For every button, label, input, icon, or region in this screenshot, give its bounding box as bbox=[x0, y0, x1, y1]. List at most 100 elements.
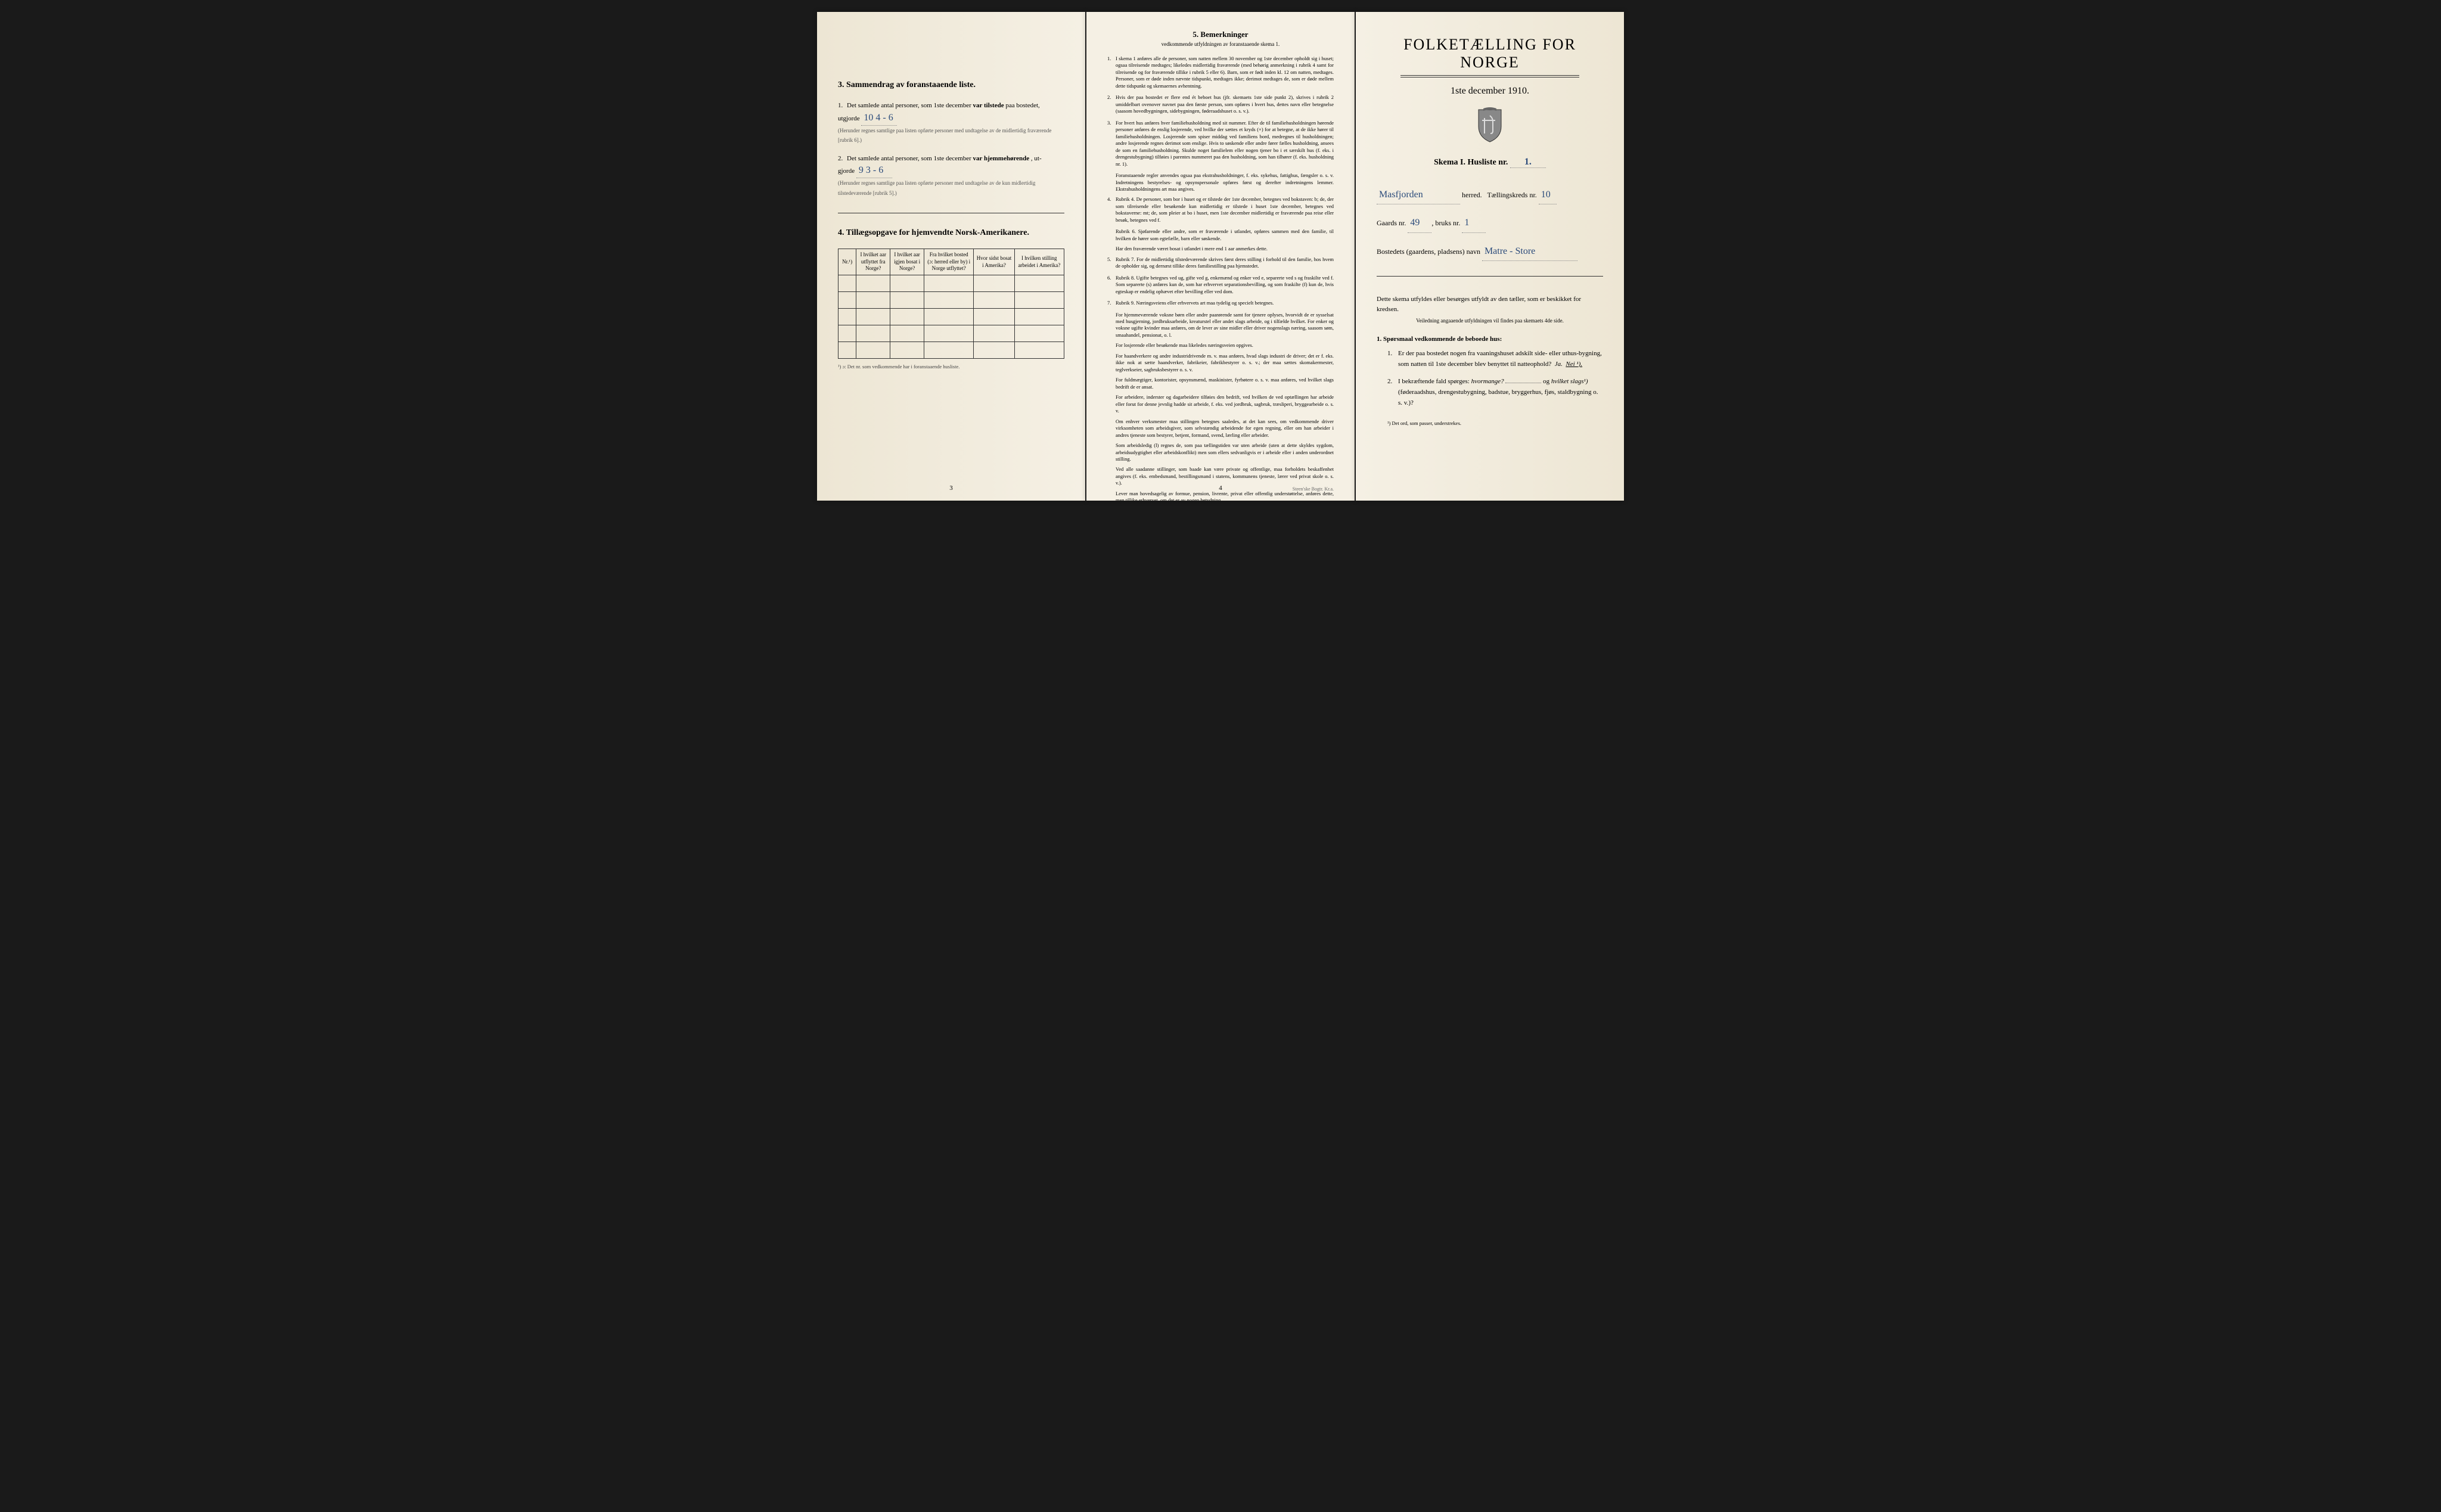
remark-item: 1.I skema 1 anføres alle de personer, so… bbox=[1107, 55, 1334, 89]
table-cell bbox=[890, 275, 924, 292]
table-row bbox=[838, 309, 1064, 325]
section1-heading: 1. Spørsmaal vedkommende de beboede hus: bbox=[1377, 336, 1603, 343]
instruction-text: Dette skema utfyldes eller besørges utfy… bbox=[1377, 294, 1603, 314]
section4-heading: 4. Tillægsopgave for hjemvendte Norsk-Am… bbox=[838, 228, 1064, 238]
gaards-value: 49 bbox=[1408, 214, 1431, 232]
table-cell bbox=[974, 325, 1014, 342]
table-header: Fra hvilket bosted (ɔ: herred eller by) … bbox=[924, 249, 974, 275]
table-header: I hvilken stilling arbeidet i Amerika? bbox=[1014, 249, 1064, 275]
remark-item: 4.Rubrik 4. De personer, som bor i huset… bbox=[1107, 196, 1334, 223]
remark-text: Hvis der paa bostedet er flere end ét be… bbox=[1116, 94, 1334, 114]
remark-item: Ved alle saadanne stillinger, som baade … bbox=[1116, 466, 1334, 486]
kreds-value: 10 bbox=[1539, 186, 1557, 204]
norsk-amerikanere-table: Nr.¹)I hvilket aar utflyttet fra Norge?I… bbox=[838, 249, 1064, 359]
table-cell bbox=[1014, 325, 1064, 342]
question-1: 1. Er der paa bostedet nogen fra vaaning… bbox=[1387, 349, 1603, 370]
census-date: 1ste december 1910. bbox=[1377, 86, 1603, 97]
table-row bbox=[838, 342, 1064, 359]
bosted-value: Matre - Store bbox=[1482, 243, 1577, 261]
table-cell bbox=[974, 309, 1014, 325]
footnote: ¹) Det ord, som passer, understrekes. bbox=[1387, 420, 1603, 426]
remark-item: Rubrik 6. Sjøfarende eller andre, som er… bbox=[1116, 228, 1334, 242]
table-cell bbox=[924, 275, 974, 292]
tilstede-value: 10 4 - 6 bbox=[861, 111, 897, 126]
remark-item: 2.Hvis der paa bostedet er flere end ét … bbox=[1107, 94, 1334, 114]
table-cell bbox=[924, 342, 974, 359]
remark-item: 3.For hvert hus anføres hver familiehush… bbox=[1107, 120, 1334, 167]
remark-number: 4. bbox=[1107, 196, 1116, 223]
table-cell bbox=[890, 292, 924, 309]
question-2: 2. I bekræftende fald spørges: hvormange… bbox=[1387, 377, 1603, 408]
remark-item: For haandverkere og andre industridriven… bbox=[1116, 353, 1334, 373]
husliste-nr: 1. bbox=[1510, 157, 1546, 168]
table-row bbox=[838, 325, 1064, 342]
table-header: I hvilket aar igjen bosat i Norge? bbox=[890, 249, 924, 275]
herred-line: Masfjorden herred. Tællingskreds nr. 10 bbox=[1377, 186, 1603, 204]
table-cell bbox=[890, 309, 924, 325]
table-header: Nr.¹) bbox=[838, 249, 856, 275]
title-rule bbox=[1400, 75, 1579, 76]
table-cell bbox=[1014, 292, 1064, 309]
page-number: 4 bbox=[1219, 485, 1222, 492]
remark-text: Rubrik 9. Næringsveiens eller erhvervets… bbox=[1116, 300, 1334, 306]
table-cell bbox=[838, 292, 856, 309]
skema-line: Skema I. Husliste nr. 1. bbox=[1377, 157, 1603, 168]
printer-credit: Steen'ske Bogtr. Kr.a. bbox=[1293, 486, 1334, 492]
table-cell bbox=[974, 292, 1014, 309]
table-cell bbox=[856, 325, 890, 342]
table-cell bbox=[856, 275, 890, 292]
remark-item: Foranstaaende regler anvendes ogsaa paa … bbox=[1116, 172, 1334, 193]
table-cell bbox=[856, 292, 890, 309]
table-cell bbox=[890, 325, 924, 342]
table-footnote: ¹) ɔ: Det nr. som vedkommende har i fora… bbox=[838, 364, 1064, 370]
section3-item1: 1. Det samlede antal personer, som 1ste … bbox=[838, 101, 1064, 145]
table-cell bbox=[890, 342, 924, 359]
remarks-list: 1.I skema 1 anføres alle de personer, so… bbox=[1107, 55, 1334, 501]
table-cell bbox=[974, 275, 1014, 292]
remark-text: Rubrik 7. For de midlertidig tilstedevær… bbox=[1116, 256, 1334, 270]
separator bbox=[1377, 276, 1603, 277]
remark-item: For losjerende eller besøkende maa likel… bbox=[1116, 342, 1334, 349]
coat-of-arms bbox=[1377, 107, 1603, 146]
section5-subtitle: vedkommende utfyldningen av foranstaaend… bbox=[1107, 41, 1334, 47]
table-cell bbox=[838, 342, 856, 359]
section3-item2: 2. Det samlede antal personer, som 1ste … bbox=[838, 154, 1064, 198]
remark-item: Om enhver verksmester maa stillingen bet… bbox=[1116, 418, 1334, 439]
table-cell bbox=[838, 309, 856, 325]
remark-text: I skema 1 anføres alle de personer, som … bbox=[1116, 55, 1334, 89]
table-header: I hvilket aar utflyttet fra Norge? bbox=[856, 249, 890, 275]
section5-heading: 5. Bemerkninger bbox=[1107, 30, 1334, 39]
table-cell bbox=[838, 275, 856, 292]
table-row bbox=[838, 275, 1064, 292]
table-cell bbox=[924, 325, 974, 342]
remark-item: For arbeidere, inderster og dagarbeidere… bbox=[1116, 394, 1334, 414]
remark-item: 5.Rubrik 7. For de midlertidig tilstedev… bbox=[1107, 256, 1334, 270]
table-cell bbox=[924, 309, 974, 325]
table-cell bbox=[1014, 275, 1064, 292]
hjemmehørende-value: 9 3 - 6 bbox=[856, 163, 892, 178]
bosted-line: Bostedets (gaardens, pladsens) navn Matr… bbox=[1377, 243, 1603, 261]
remark-number: 5. bbox=[1107, 256, 1116, 270]
nei-answer: Nei ¹). bbox=[1566, 361, 1582, 368]
remark-text: Rubrik 8. Ugifte betegnes ved ug, gifte … bbox=[1116, 275, 1334, 295]
section3-heading: 3. Sammendrag av foranstaaende liste. bbox=[838, 80, 1064, 90]
table-cell bbox=[856, 309, 890, 325]
page-left: 3. Sammendrag av foranstaaende liste. 1.… bbox=[817, 12, 1085, 501]
table-row bbox=[838, 292, 1064, 309]
document-spread: 3. Sammendrag av foranstaaende liste. 1.… bbox=[817, 12, 1624, 501]
table-cell bbox=[924, 292, 974, 309]
page-right: FOLKETÆLLING FOR NORGE 1ste december 191… bbox=[1356, 12, 1624, 501]
page-middle: 5. Bemerkninger vedkommende utfyldningen… bbox=[1086, 12, 1355, 501]
main-title: FOLKETÆLLING FOR NORGE bbox=[1377, 36, 1603, 72]
table-header: Hvor sidst bosat i Amerika? bbox=[974, 249, 1014, 275]
table-cell bbox=[856, 342, 890, 359]
remark-item: For hjemmeværende voksne børn eller andr… bbox=[1116, 312, 1334, 339]
remark-item: Lever man hovedsagelig av formue, pensio… bbox=[1116, 490, 1334, 501]
bruks-value: 1 bbox=[1462, 214, 1486, 232]
remark-item: 7.Rubrik 9. Næringsveiens eller erhverve… bbox=[1107, 300, 1334, 306]
table-cell bbox=[1014, 342, 1064, 359]
herred-value: Masfjorden bbox=[1377, 186, 1460, 204]
gaards-line: Gaards nr. 49, bruks nr. 1 bbox=[1377, 214, 1603, 232]
remark-number: 6. bbox=[1107, 275, 1116, 295]
remark-item: Som arbeidsledig (l) regnes de, som paa … bbox=[1116, 442, 1334, 462]
